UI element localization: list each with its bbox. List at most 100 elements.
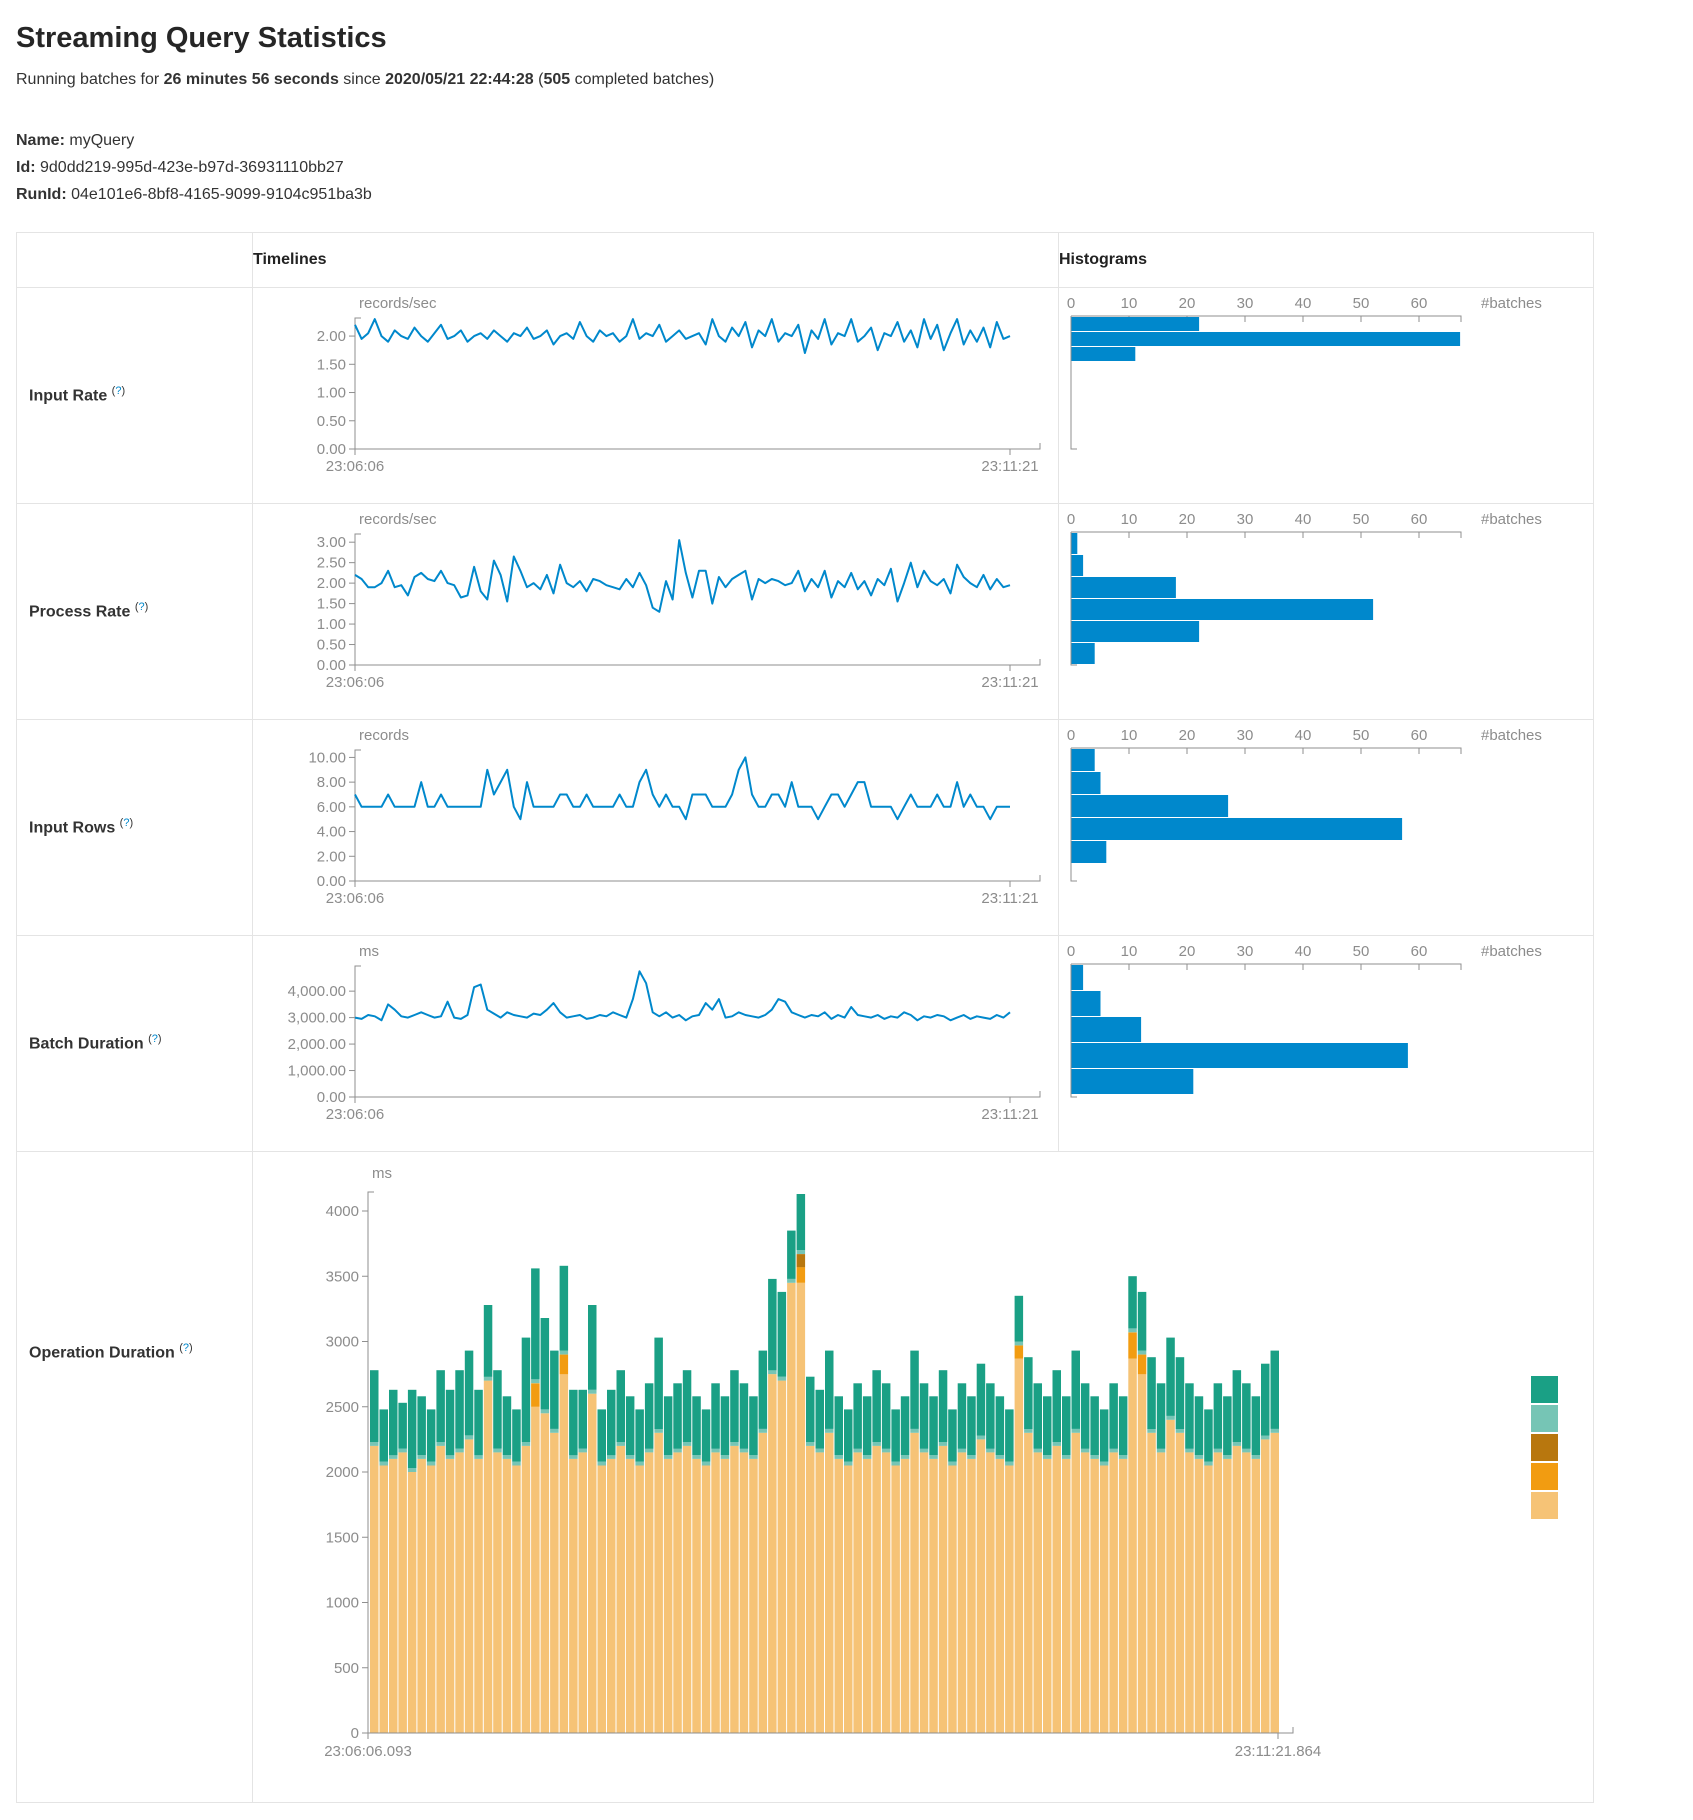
svg-text:#batches: #batches <box>1481 295 1542 312</box>
query-meta: Name: myQuery Id: 9d0dd219-995d-423e-b97… <box>16 127 1677 208</box>
svg-text:0: 0 <box>1067 943 1075 960</box>
header-empty <box>16 232 253 288</box>
svg-text:10: 10 <box>1121 943 1138 960</box>
svg-text:30: 30 <box>1237 295 1254 312</box>
input-rate-help-icon[interactable]: (?) <box>111 385 126 398</box>
svg-text:10.00: 10.00 <box>308 749 346 766</box>
input-rate-histogram-chart: 0 10 20 30 40 50 60 #batches <box>1059 288 1593 503</box>
svg-text:2.50: 2.50 <box>317 555 346 572</box>
svg-text:0.00: 0.00 <box>317 441 346 458</box>
svg-text:20: 20 <box>1179 295 1196 312</box>
running-batches-summary: Running batches for 26 minutes 56 second… <box>16 71 1677 89</box>
svg-text:23:11:21: 23:11:21 <box>981 674 1038 691</box>
svg-text:20: 20 <box>1179 943 1196 960</box>
svg-text:2.00: 2.00 <box>317 575 346 592</box>
svg-text:20: 20 <box>1179 511 1196 528</box>
svg-text:23:06:06: 23:06:06 <box>326 1106 384 1123</box>
svg-text:8.00: 8.00 <box>317 774 346 791</box>
svg-text:#batches: #batches <box>1481 943 1542 960</box>
input-rows-timeline-chart: records 0.00 2.00 4.00 6.00 8.00 10.00 23:06:06… <box>253 720 1058 935</box>
legend-swatch-5[interactable] <box>1531 1492 1558 1519</box>
svg-text:1.00: 1.00 <box>317 616 346 633</box>
query-name-row: Name: myQuery <box>16 127 1677 154</box>
svg-text:0.00: 0.00 <box>317 1089 346 1106</box>
page-title: Streaming Query Statistics <box>16 22 387 54</box>
svg-text:50: 50 <box>1353 727 1370 744</box>
svg-text:0.50: 0.50 <box>317 413 346 430</box>
svg-text:500: 500 <box>334 1660 359 1677</box>
svg-text:23:11:21: 23:11:21 <box>981 890 1038 907</box>
completed-batches-count: 505 <box>543 71 571 88</box>
svg-text:3.00: 3.00 <box>317 534 346 551</box>
header-timelines: Timelines <box>252 232 1059 288</box>
svg-text:1.00: 1.00 <box>317 385 346 402</box>
operation-duration-help-icon[interactable]: (?) <box>179 1341 193 1354</box>
row-label-input-rate: Input Rate (?) <box>29 385 126 405</box>
svg-text:0: 0 <box>1067 727 1075 744</box>
svg-text:0.50: 0.50 <box>317 637 346 654</box>
svg-text:23:06:06: 23:06:06 <box>326 890 384 907</box>
svg-text:10: 10 <box>1121 295 1138 312</box>
process-rate-help-icon[interactable]: (?) <box>134 601 149 614</box>
legend-swatch-3[interactable] <box>1531 1434 1558 1461</box>
svg-text:40: 40 <box>1295 511 1312 528</box>
input-rate-timeline-chart: records/sec 0.00 0.50 1.00 1.50 2.00 23:06:06 2… <box>253 288 1058 503</box>
table-row-input-rows: Input Rows (?) records 0.00 2.00 4.00 6.00 8.… <box>16 719 1594 936</box>
svg-text:4.00: 4.00 <box>317 824 346 841</box>
svg-text:2500: 2500 <box>326 1399 359 1416</box>
svg-text:23:11:21: 23:11:21 <box>981 458 1038 475</box>
svg-text:2000: 2000 <box>326 1464 359 1481</box>
svg-text:40: 40 <box>1295 727 1312 744</box>
svg-text:0: 0 <box>351 1725 359 1742</box>
batch-duration-timeline-chart: ms 0.00 1,000.00 2,000.00 3,000.00 4,000.00 23… <box>253 936 1058 1151</box>
statistics-table: Timelines Histograms Input Rate (?) reco… <box>16 232 1594 1803</box>
svg-text:50: 50 <box>1353 511 1370 528</box>
svg-text:60: 60 <box>1411 727 1428 744</box>
svg-text:40: 40 <box>1295 943 1312 960</box>
id-label: Id: <box>16 159 36 176</box>
svg-text:ms: ms <box>372 1165 392 1182</box>
id-value: 9d0dd219-995d-423e-b97d-36931110bb27 <box>40 159 344 176</box>
svg-text:3,000.00: 3,000.00 <box>288 1010 346 1027</box>
svg-text:1.50: 1.50 <box>317 596 346 613</box>
summary-prefix: Running batches for <box>16 71 164 88</box>
svg-text:2,000.00: 2,000.00 <box>288 1036 346 1053</box>
row-label-operation-duration: Operation Duration (?) <box>29 1341 193 1362</box>
row-label-process-rate: Process Rate (?) <box>29 601 149 621</box>
svg-text:60: 60 <box>1411 943 1428 960</box>
svg-text:#batches: #batches <box>1481 511 1542 528</box>
svg-text:30: 30 <box>1237 727 1254 744</box>
svg-text:records/sec: records/sec <box>359 511 437 528</box>
batch-duration-help-icon[interactable]: (?) <box>148 1033 162 1046</box>
legend-swatch-4[interactable] <box>1531 1463 1558 1490</box>
completed-suffix: completed batches) <box>570 71 715 88</box>
row-label-batch-duration: Batch Duration (?) <box>29 1033 162 1053</box>
svg-text:60: 60 <box>1411 511 1428 528</box>
svg-text:50: 50 <box>1353 943 1370 960</box>
svg-text:50: 50 <box>1353 295 1370 312</box>
header-histograms: Histograms <box>1058 232 1594 288</box>
query-runid-row: RunId: 04e101e6-8bf8-4165-9099-9104c951b… <box>16 181 1677 208</box>
svg-text:40: 40 <box>1295 295 1312 312</box>
svg-text:1.50: 1.50 <box>317 356 346 373</box>
input-rows-help-icon[interactable]: (?) <box>119 817 134 830</box>
svg-text:2.00: 2.00 <box>317 328 346 345</box>
legend-swatch-2[interactable] <box>1531 1405 1558 1432</box>
table-row-process-rate: Process Rate (?) records/sec 0.00 0.50 1.00… <box>16 503 1594 720</box>
svg-text:1000: 1000 <box>326 1595 359 1612</box>
legend-swatch-1[interactable] <box>1531 1376 1558 1403</box>
svg-text:3000: 3000 <box>326 1334 359 1351</box>
table-row-operation-duration: Operation Duration (?) ms 0 500 1000 1500 200… <box>16 1151 1594 1803</box>
start-time: 2020/05/21 22:44:28 <box>385 71 534 88</box>
svg-text:0.00: 0.00 <box>317 657 346 674</box>
svg-text:23:06:06: 23:06:06 <box>326 458 384 475</box>
process-rate-timeline-chart: records/sec 0.00 0.50 1.00 1.50 2.00 2.50 3.00 2… <box>253 504 1058 719</box>
paren-open: ( <box>533 71 544 88</box>
row-label-input-rows: Input Rows (?) <box>29 817 134 837</box>
svg-text:30: 30 <box>1237 511 1254 528</box>
svg-text:23:06:06.093: 23:06:06.093 <box>324 1743 412 1760</box>
input-rows-histogram-chart: 0 10 20 30 40 50 60 #batches <box>1059 720 1593 935</box>
svg-text:ms: ms <box>359 943 379 960</box>
svg-text:10: 10 <box>1121 727 1138 744</box>
svg-text:23:06:06: 23:06:06 <box>326 674 384 691</box>
